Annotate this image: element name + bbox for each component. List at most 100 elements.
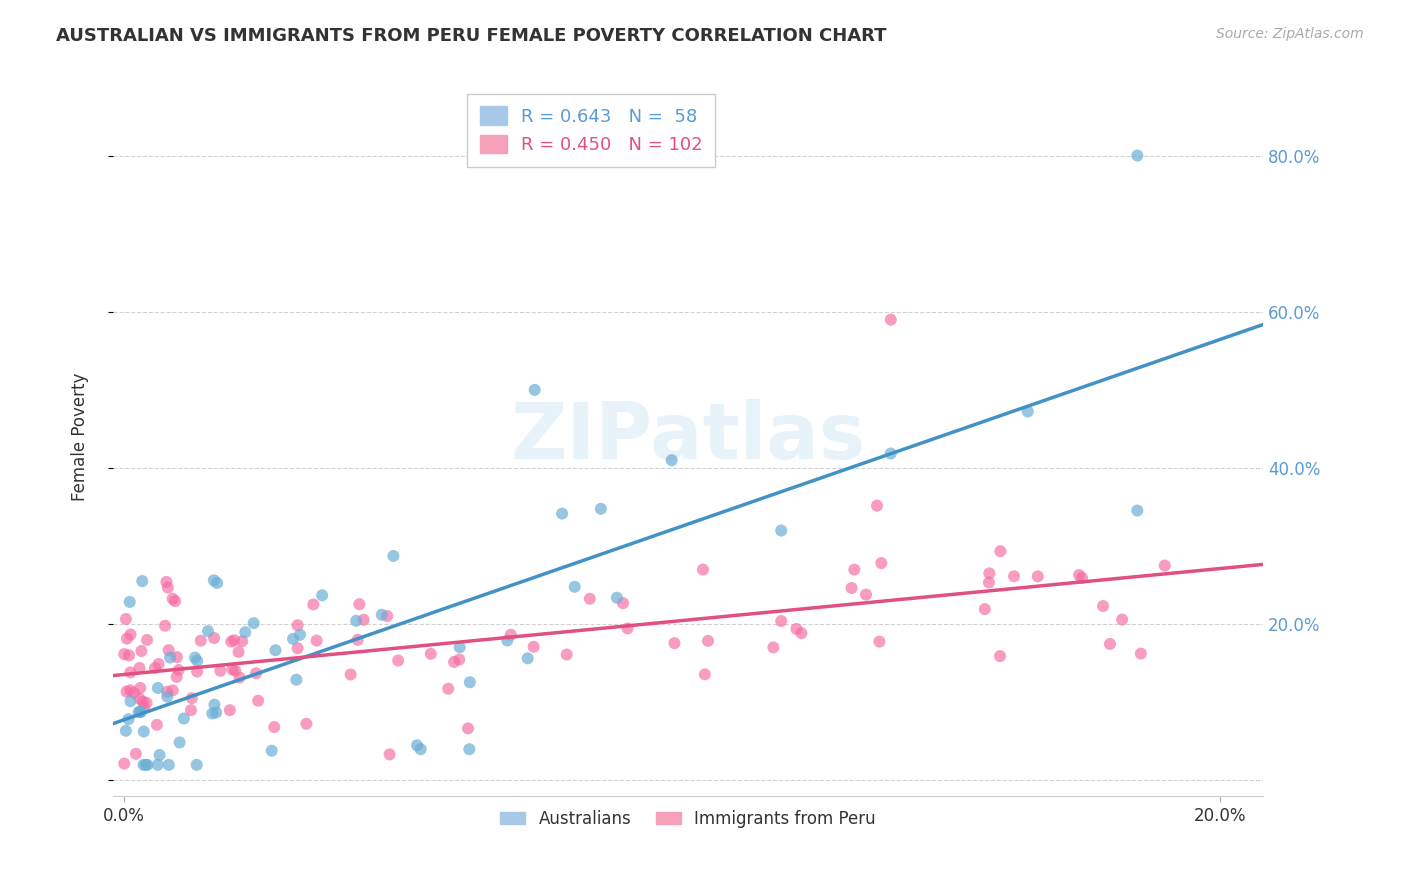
Point bbox=[762, 640, 785, 655]
Point bbox=[173, 711, 195, 725]
Point bbox=[112, 647, 135, 661]
Point bbox=[449, 640, 471, 655]
Point bbox=[129, 705, 152, 719]
Point bbox=[129, 681, 152, 695]
Point bbox=[148, 747, 170, 762]
Point bbox=[378, 747, 401, 762]
Point bbox=[146, 681, 169, 695]
Point bbox=[242, 616, 264, 631]
Point bbox=[302, 598, 325, 612]
Point bbox=[218, 703, 240, 717]
Point bbox=[973, 602, 995, 616]
Point bbox=[118, 648, 141, 663]
Point bbox=[202, 574, 225, 588]
Point bbox=[1092, 599, 1115, 613]
Point bbox=[197, 624, 219, 639]
Point bbox=[132, 700, 155, 714]
Point bbox=[693, 667, 716, 681]
Point bbox=[1098, 637, 1121, 651]
Point bbox=[449, 652, 471, 666]
Point bbox=[115, 612, 138, 626]
Point bbox=[263, 720, 285, 734]
Point bbox=[159, 650, 181, 665]
Point bbox=[295, 716, 318, 731]
Point bbox=[346, 632, 368, 647]
Point bbox=[409, 742, 432, 756]
Point bbox=[118, 595, 141, 609]
Point bbox=[186, 665, 208, 679]
Point bbox=[406, 739, 429, 753]
Point bbox=[1129, 647, 1152, 661]
Point bbox=[589, 501, 612, 516]
Point bbox=[165, 594, 187, 608]
Point bbox=[204, 698, 226, 712]
Point bbox=[564, 580, 586, 594]
Text: AUSTRALIAN VS IMMIGRANTS FROM PERU FEMALE POVERTY CORRELATION CHART: AUSTRALIAN VS IMMIGRANTS FROM PERU FEMAL… bbox=[56, 27, 887, 45]
Point bbox=[112, 756, 135, 771]
Point bbox=[870, 556, 893, 570]
Text: ZIPatlas: ZIPatlas bbox=[510, 399, 866, 475]
Point bbox=[146, 757, 169, 772]
Point bbox=[1111, 613, 1133, 627]
Point bbox=[115, 632, 138, 646]
Point bbox=[1071, 571, 1094, 585]
Point bbox=[136, 757, 159, 772]
Text: Source: ZipAtlas.com: Source: ZipAtlas.com bbox=[1216, 27, 1364, 41]
Point bbox=[305, 633, 328, 648]
Point bbox=[419, 647, 441, 661]
Point bbox=[128, 691, 150, 706]
Point bbox=[499, 628, 522, 642]
Point bbox=[156, 581, 179, 595]
Point bbox=[855, 588, 877, 602]
Point bbox=[443, 655, 465, 669]
Point bbox=[281, 632, 304, 646]
Point bbox=[157, 757, 180, 772]
Point bbox=[115, 684, 138, 698]
Point bbox=[125, 747, 148, 761]
Point bbox=[1126, 148, 1149, 162]
Point bbox=[790, 626, 813, 640]
Point bbox=[128, 705, 150, 719]
Point bbox=[990, 544, 1012, 558]
Point bbox=[131, 644, 153, 658]
Legend: Australians, Immigrants from Peru: Australians, Immigrants from Peru bbox=[494, 803, 883, 835]
Point bbox=[612, 596, 634, 610]
Point bbox=[353, 613, 375, 627]
Point bbox=[132, 757, 155, 772]
Point bbox=[523, 640, 546, 654]
Point bbox=[132, 724, 155, 739]
Point bbox=[977, 575, 1000, 590]
Point bbox=[162, 683, 184, 698]
Point bbox=[205, 706, 228, 720]
Point bbox=[387, 654, 409, 668]
Point bbox=[120, 627, 142, 641]
Point bbox=[770, 614, 793, 628]
Point bbox=[988, 649, 1011, 664]
Point bbox=[866, 499, 889, 513]
Point bbox=[692, 563, 714, 577]
Point bbox=[1017, 404, 1039, 418]
Point bbox=[288, 628, 311, 642]
Point bbox=[1126, 503, 1149, 517]
Point bbox=[120, 694, 142, 708]
Point bbox=[148, 657, 170, 671]
Point bbox=[844, 563, 866, 577]
Point bbox=[841, 581, 863, 595]
Point bbox=[311, 588, 333, 602]
Point bbox=[166, 650, 188, 665]
Point bbox=[880, 446, 903, 460]
Point bbox=[180, 691, 202, 706]
Point bbox=[128, 661, 150, 675]
Point bbox=[516, 651, 538, 665]
Point bbox=[146, 718, 169, 732]
Point bbox=[551, 507, 574, 521]
Point bbox=[1002, 569, 1025, 583]
Point bbox=[166, 670, 188, 684]
Point bbox=[153, 619, 176, 633]
Y-axis label: Female Poverty: Female Poverty bbox=[72, 373, 89, 501]
Point bbox=[186, 654, 208, 668]
Point bbox=[664, 636, 686, 650]
Point bbox=[129, 705, 152, 719]
Point bbox=[167, 663, 190, 677]
Point bbox=[616, 621, 638, 635]
